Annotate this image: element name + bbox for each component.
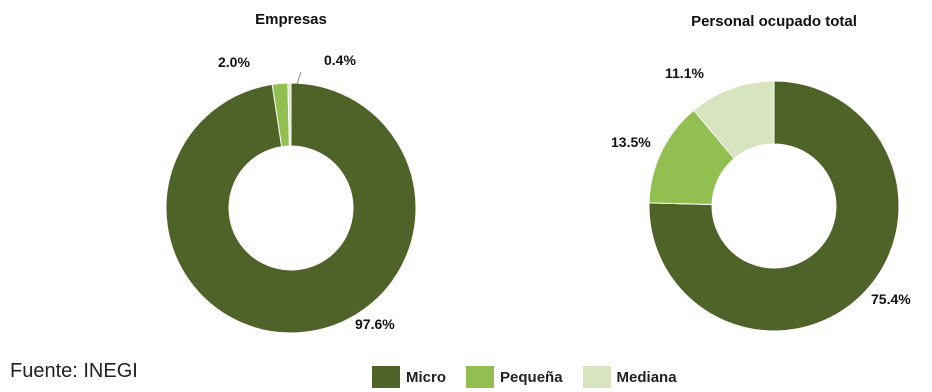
data-label-micro-empresas: 97.6% (355, 316, 395, 332)
data-label-pequena-empresas: 2.0% (218, 54, 250, 70)
legend-swatch-mediana (582, 366, 611, 388)
chart-personal-ocupado: Personal ocupado total 11.1% 13.5% 75.4% (611, 13, 911, 332)
legend-item-pequena: Pequeña (466, 366, 563, 388)
slice-micro-empresas (165, 82, 417, 334)
chart-title-empresas: Empresas (255, 11, 327, 28)
legend-label-micro: Micro (406, 368, 447, 386)
legend-label-mediana: Mediana (616, 368, 677, 386)
legend-swatch-micro (372, 366, 400, 388)
legend-swatch-pequena (466, 366, 495, 388)
slice-mediana-empresas (287, 82, 292, 147)
legend-item-mediana: Mediana (582, 366, 677, 388)
slice-mediana-personal (693, 80, 775, 160)
data-label-mediana-personal: 11.1% (665, 65, 704, 81)
chart-empresas: Empresas 2.0% 0.4% 97.6% (165, 11, 417, 334)
slice-micro-personal (648, 80, 900, 332)
legend: Micro Pequeña Mediana (372, 366, 697, 388)
data-label-pequena-personal: 13.5% (611, 134, 651, 150)
donut-personal-ocupado (648, 80, 900, 332)
chart-title-personal-ocupado: Personal ocupado total (691, 13, 857, 30)
source-note: Fuente: INEGI (10, 360, 138, 382)
leader-line-mediana (296, 71, 302, 85)
data-label-mediana-empresas: 0.4% (324, 52, 356, 68)
legend-label-pequena: Pequeña (500, 368, 563, 386)
legend-item-micro: Micro (372, 366, 446, 388)
donut-empresas (165, 82, 417, 334)
data-label-micro-personal: 75.4% (871, 291, 911, 307)
